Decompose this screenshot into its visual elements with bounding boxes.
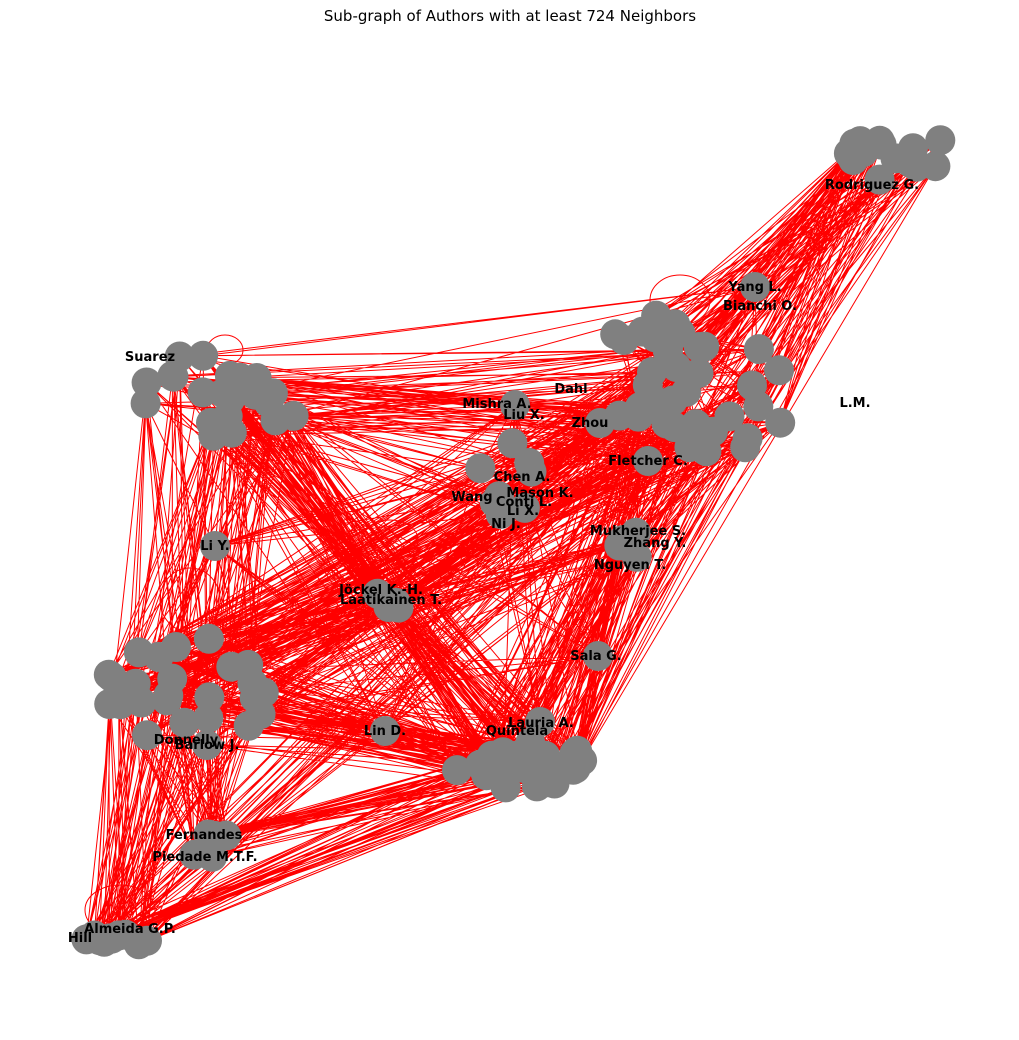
node-label-sala: Sala G. <box>570 649 622 664</box>
graph-node <box>600 319 631 350</box>
graph-node <box>199 820 230 851</box>
graph-node <box>607 525 638 556</box>
graph-node <box>193 623 224 654</box>
graph-node <box>898 133 928 164</box>
graph-node <box>253 387 284 418</box>
node-label-ni: Ni J. <box>491 517 521 532</box>
graph-node <box>208 378 239 409</box>
node-label-yang: Yang L. <box>727 280 781 295</box>
node-label-donnelly: Donnelly <box>154 733 219 748</box>
graph-node <box>764 355 794 386</box>
graph-node <box>665 317 696 348</box>
node-label-suarez: Suarez <box>125 350 175 365</box>
labels-layer: Yang L. Bianchi O. Rodriguez G. Mishra A… <box>68 178 919 946</box>
nodes-layer <box>71 125 956 960</box>
chart-title: Sub-graph of Authors with at least 724 N… <box>324 7 696 25</box>
node-label-barlow: Barlow J. <box>175 738 240 753</box>
node-label-fernandes: Fernandes <box>166 828 243 843</box>
graph-node <box>637 357 667 388</box>
node-label-jockel: Jöckel K.-H. <box>338 583 423 598</box>
node-label-mishra: Mishra A. <box>462 397 531 412</box>
node-label-almeida: Almeida G.P. <box>84 922 176 937</box>
graph-node <box>541 755 572 786</box>
graph-node <box>179 839 210 870</box>
node-label-dahl: Dahl <box>554 382 587 397</box>
self-loop <box>361 519 419 561</box>
graph-node <box>123 637 154 668</box>
graph-node <box>697 416 728 447</box>
graph-node <box>471 760 502 791</box>
node-label-mason: Mason K. <box>506 486 573 501</box>
graph-node <box>188 340 219 371</box>
graph-node <box>633 446 663 476</box>
graph-node <box>233 710 264 741</box>
graph-node <box>370 716 400 746</box>
node-label-hill: Hill <box>68 931 92 946</box>
node-label-rodriguez: Rodriguez G. <box>825 178 919 193</box>
node-label-zhang: Zhang Y. <box>624 536 687 551</box>
graph-node <box>131 367 162 398</box>
graph-node <box>153 680 184 711</box>
graph-node <box>625 392 655 423</box>
graph-node <box>192 730 222 760</box>
node-label-conti: Conti L. <box>496 495 552 510</box>
graph-node <box>193 702 224 733</box>
graph-node <box>169 707 200 738</box>
node-label-mukherjee: Mukherjee S. <box>590 524 686 539</box>
node-label-liux: Liu X. <box>503 408 544 423</box>
graph-node <box>659 412 690 443</box>
node-label-chena: Chen A. <box>494 470 551 485</box>
node-label-liy: Li Y. <box>200 539 229 554</box>
node-label-laatikainen: Laatikainen T. <box>340 593 442 608</box>
graph-node <box>740 272 770 302</box>
node-label-bianchi: Bianchi O. <box>723 299 797 314</box>
graph-node <box>200 531 230 561</box>
graph-node <box>640 322 671 353</box>
node-label-piedade: Piedade M.T.F. <box>152 850 257 865</box>
graph-node <box>839 128 870 159</box>
graph-node <box>525 707 555 737</box>
node-label-lin: Lin D. <box>364 724 406 739</box>
graph-node <box>765 407 796 438</box>
graph-node <box>465 453 496 484</box>
graph-node <box>132 720 162 751</box>
node-label-lauria: Lauria A. <box>508 716 574 731</box>
graph-node <box>442 755 472 786</box>
graph-node <box>479 487 510 518</box>
node-label-lm: L.M. <box>839 396 870 411</box>
self-loop <box>159 567 221 633</box>
node-label-fletcher: Fletcher C. <box>608 454 688 469</box>
edges-layer <box>85 139 941 945</box>
graph-node <box>216 651 247 682</box>
graph-node <box>737 370 767 401</box>
edge-bundle <box>85 139 941 945</box>
graph-node <box>93 659 124 690</box>
graph-node <box>743 334 774 365</box>
graph-node <box>212 401 243 432</box>
graph-node <box>516 456 547 487</box>
graph-node <box>89 926 120 957</box>
node-label-zhou: Zhou <box>572 416 609 431</box>
graph-node <box>373 592 404 622</box>
node-label-quintela: Quintela <box>486 724 548 739</box>
graph-node <box>732 423 763 454</box>
node-label-nguyen: Nguyen T. <box>594 558 666 573</box>
graph-node <box>164 341 195 372</box>
graph-node <box>583 641 613 671</box>
graph-node <box>497 428 528 459</box>
graph-node <box>864 164 895 195</box>
node-label-lix: Li X. <box>507 504 539 519</box>
graph-node <box>237 668 268 698</box>
graph-node <box>500 390 530 420</box>
node-label-wang: Wang <box>451 490 492 505</box>
graph-node <box>925 125 956 156</box>
graph-node <box>671 376 702 407</box>
graph-node <box>585 408 615 438</box>
graph-node <box>509 492 540 523</box>
